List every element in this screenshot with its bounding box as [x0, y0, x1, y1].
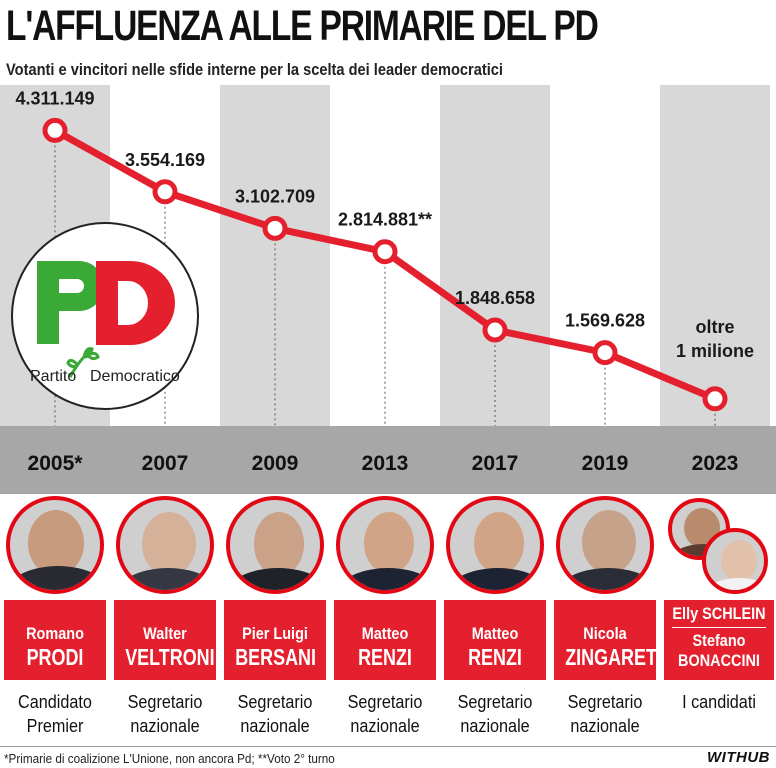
data-point — [152, 179, 178, 205]
leader-photo — [6, 496, 104, 594]
name-box: Pier Luigi BERSANI — [224, 600, 326, 680]
pd-logo: Partito Democratico — [11, 222, 199, 410]
x-tick-label: 2019 — [582, 452, 629, 475]
candidate-name-1: Elly SCHLEIN — [672, 604, 766, 623]
data-label: 1.848.658 — [455, 288, 535, 308]
leader-photo — [446, 496, 544, 594]
data-label: 3.102.709 — [235, 186, 315, 206]
candidate-name-2: Stefano — [692, 631, 746, 650]
first-name: Matteo — [471, 624, 519, 643]
data-point — [372, 239, 398, 265]
name-box: Walter VELTRONI — [114, 600, 216, 680]
data-point — [702, 386, 728, 412]
x-tick-label: 2023 — [692, 452, 739, 475]
turnout-line-chart: 2005* 2007 2009 2013 2017 2019 2023 4.311.149 3… — [0, 85, 776, 494]
last-name: BERSANI — [235, 644, 316, 670]
page-title: L'AFFLUENZA ALLE PRIMARIE DEL PD — [6, 2, 599, 50]
first-name: Pier Luigi — [242, 624, 308, 643]
first-name: Matteo — [361, 624, 409, 643]
olive-branch-icon — [66, 347, 100, 378]
last-name: PRODI — [26, 644, 84, 670]
leader-photo — [556, 496, 654, 594]
data-label: 1 milione — [676, 341, 754, 361]
name-box: Nicola ZINGARETTI — [554, 600, 673, 680]
footnote: *Primarie di coalizione L'Unione, non an… — [4, 751, 335, 766]
name-box: Matteo RENZI — [334, 600, 436, 680]
x-tick-label: 2013 — [362, 452, 409, 475]
data-point — [42, 117, 68, 143]
last-name: RENZI — [468, 644, 522, 670]
role-label: Segretario nazionale — [237, 692, 313, 736]
data-point — [592, 340, 618, 366]
name-box: Matteo RENZI — [444, 600, 546, 680]
leader-photo — [226, 496, 324, 594]
name-box: Romano PRODI — [4, 600, 106, 680]
role-label: Segretario nazionale — [457, 692, 533, 736]
role-label: Segretario nazionale — [347, 692, 423, 736]
x-tick-label: 2009 — [252, 452, 299, 475]
data-point — [482, 317, 508, 343]
name-divider — [672, 627, 766, 628]
data-label: oltre — [695, 317, 734, 337]
first-name: Nicola — [583, 624, 627, 643]
candidate-name-3: BONACCINI — [678, 651, 760, 670]
page-subtitle: Votanti e vincitori nelle sfide interne … — [6, 60, 503, 79]
leader-photo — [116, 496, 214, 594]
x-tick-label: 2007 — [142, 452, 189, 475]
data-label: 1.569.628 — [565, 311, 645, 331]
role-label: Candidato Premier — [18, 692, 92, 736]
first-name: Romano — [26, 624, 84, 643]
role-label: Segretario nazionale — [567, 692, 643, 736]
logo-d-letter — [96, 261, 175, 345]
role-label: Segretario nazionale — [127, 692, 203, 736]
leader-photo — [336, 496, 434, 594]
data-label: 2.814.881** — [338, 210, 432, 230]
column-band — [660, 85, 770, 426]
footer-divider — [0, 746, 776, 747]
column-band — [440, 85, 550, 426]
logo-text-right: Democratico — [90, 368, 180, 385]
first-name: Walter — [143, 624, 187, 643]
year-band — [0, 426, 776, 494]
role-label: I candidati — [682, 692, 756, 712]
logo-text-left: Partito — [30, 368, 76, 385]
last-name: ZINGARETTI — [565, 644, 673, 670]
name-box-candidates: Elly SCHLEIN Stefano BONACCINI — [664, 600, 774, 680]
data-label: 3.554.169 — [125, 150, 205, 170]
brand-logo: WITHUB — [707, 749, 770, 766]
data-point — [262, 215, 288, 241]
logo-p-letter — [37, 261, 104, 344]
last-name: RENZI — [358, 644, 412, 670]
last-name: VELTRONI — [125, 644, 215, 670]
data-label: 4.311.149 — [15, 88, 94, 108]
x-tick-label: 2005* — [28, 452, 84, 475]
candidate-photo — [702, 528, 768, 594]
x-tick-label: 2017 — [472, 452, 519, 475]
